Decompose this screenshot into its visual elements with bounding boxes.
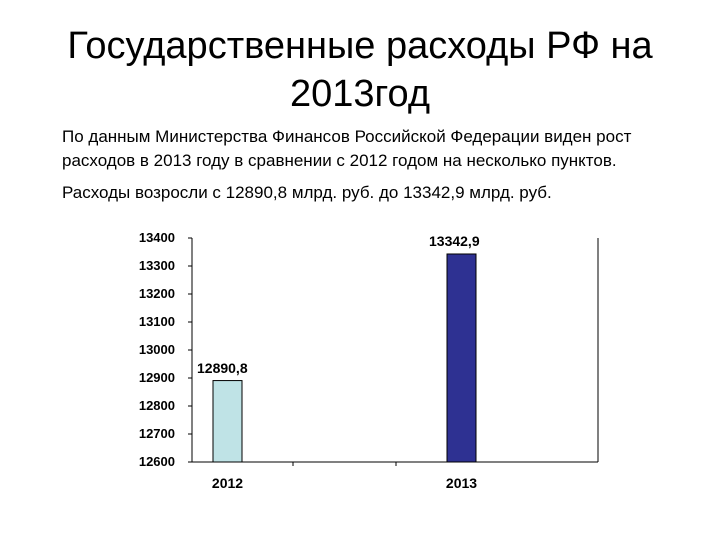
y-tick-label: 13200 (139, 286, 175, 301)
paragraph-intro: По данным Министерства Финансов Российск… (62, 127, 632, 170)
y-tick-label: 13400 (139, 230, 175, 245)
y-tick-labels: 12600 12700 12800 12900 13000 13100 13200 13300… (139, 230, 175, 469)
x-tick-label: 2013 (446, 475, 477, 491)
bar-2013 (446, 253, 477, 463)
data-labels: 12890,8 13342,9 (197, 233, 480, 376)
title-line-1: Государственные расходы РФ на (67, 25, 653, 67)
paragraph-growth: Расходы возросли с 12890,8 млрд. руб. до… (62, 183, 552, 202)
y-tick-label: 13300 (139, 258, 175, 273)
bar-2012 (212, 380, 243, 463)
y-tick-label: 12600 (139, 454, 175, 469)
y-tick-label: 13000 (139, 342, 175, 357)
x-tick-label: 2012 (212, 475, 243, 491)
y-tick-label: 12900 (139, 370, 175, 385)
y-tick-label: 12800 (139, 398, 175, 413)
y-tick-label: 12700 (139, 426, 175, 441)
x-tick-labels: 2012 2013 (212, 475, 477, 491)
chart-axes (188, 237, 599, 466)
data-label: 13342,9 (429, 233, 480, 249)
title-line-2: 2013год (289, 73, 431, 115)
data-label: 12890,8 (197, 360, 248, 376)
y-tick-label: 13100 (139, 314, 175, 329)
page-title: Государственные расходы РФ на 2013год (0, 22, 720, 118)
bars (212, 253, 477, 463)
